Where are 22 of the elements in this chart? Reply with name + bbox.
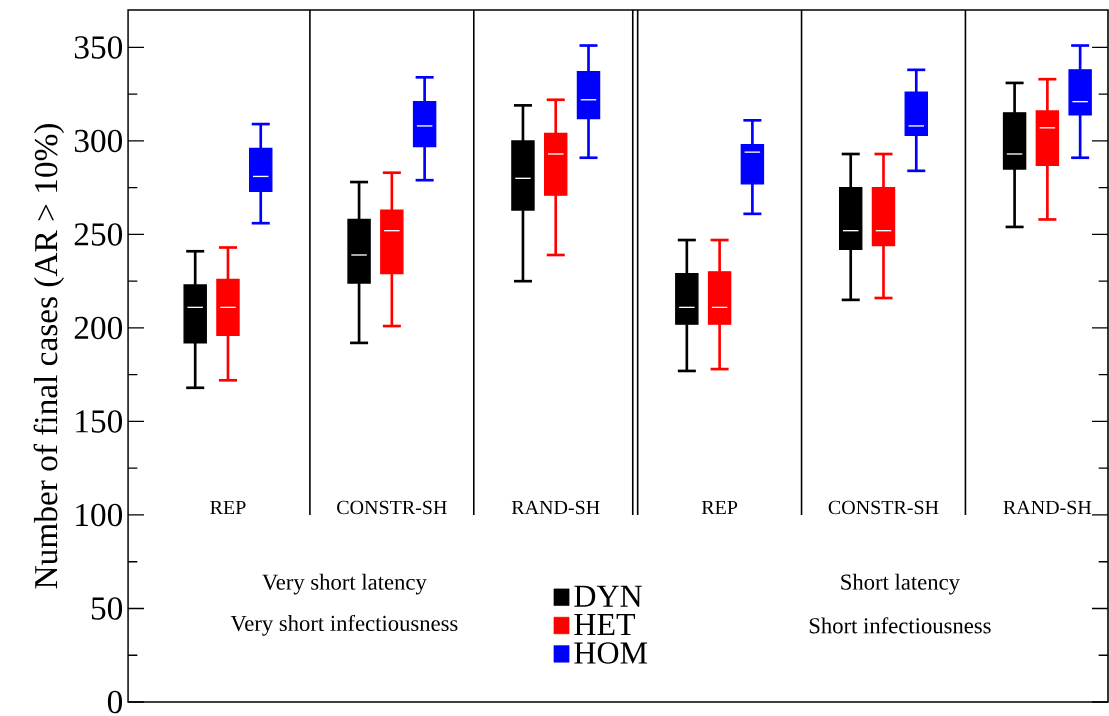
annotation: Short infectiousness [809, 617, 991, 634]
legend-label: HET [574, 614, 636, 635]
legend-label: DYN [574, 585, 642, 607]
legend-label: HOM [574, 642, 648, 664]
y-tick-label: 200 [74, 316, 123, 340]
y-tick-label: 100 [76, 503, 123, 527]
x-tick-label: REP [210, 500, 246, 515]
annotation: Very short latency [262, 573, 427, 595]
y-tick-label: 50 [91, 597, 123, 620]
y-axis-title: Number of final cases (AR > 10%) [33, 124, 65, 589]
x-tick-label: RAND-SH [1003, 500, 1092, 515]
y-tick-label: 150 [76, 410, 123, 433]
x-tick-label: CONSTR-SH [337, 500, 447, 515]
x-tick-label: RAND-SH [511, 500, 600, 515]
y-tick-label: 300 [74, 129, 123, 153]
x-tick-label: CONSTR-SH [828, 500, 939, 515]
x-tick-label: REP [701, 500, 738, 515]
annotation: Short latency [841, 573, 960, 595]
y-tick-label: 250 [74, 223, 123, 246]
y-tick-label: 0 [107, 690, 123, 714]
annotation: Very short infectiousness [230, 614, 458, 636]
y-tick-label: 350 [74, 36, 123, 59]
